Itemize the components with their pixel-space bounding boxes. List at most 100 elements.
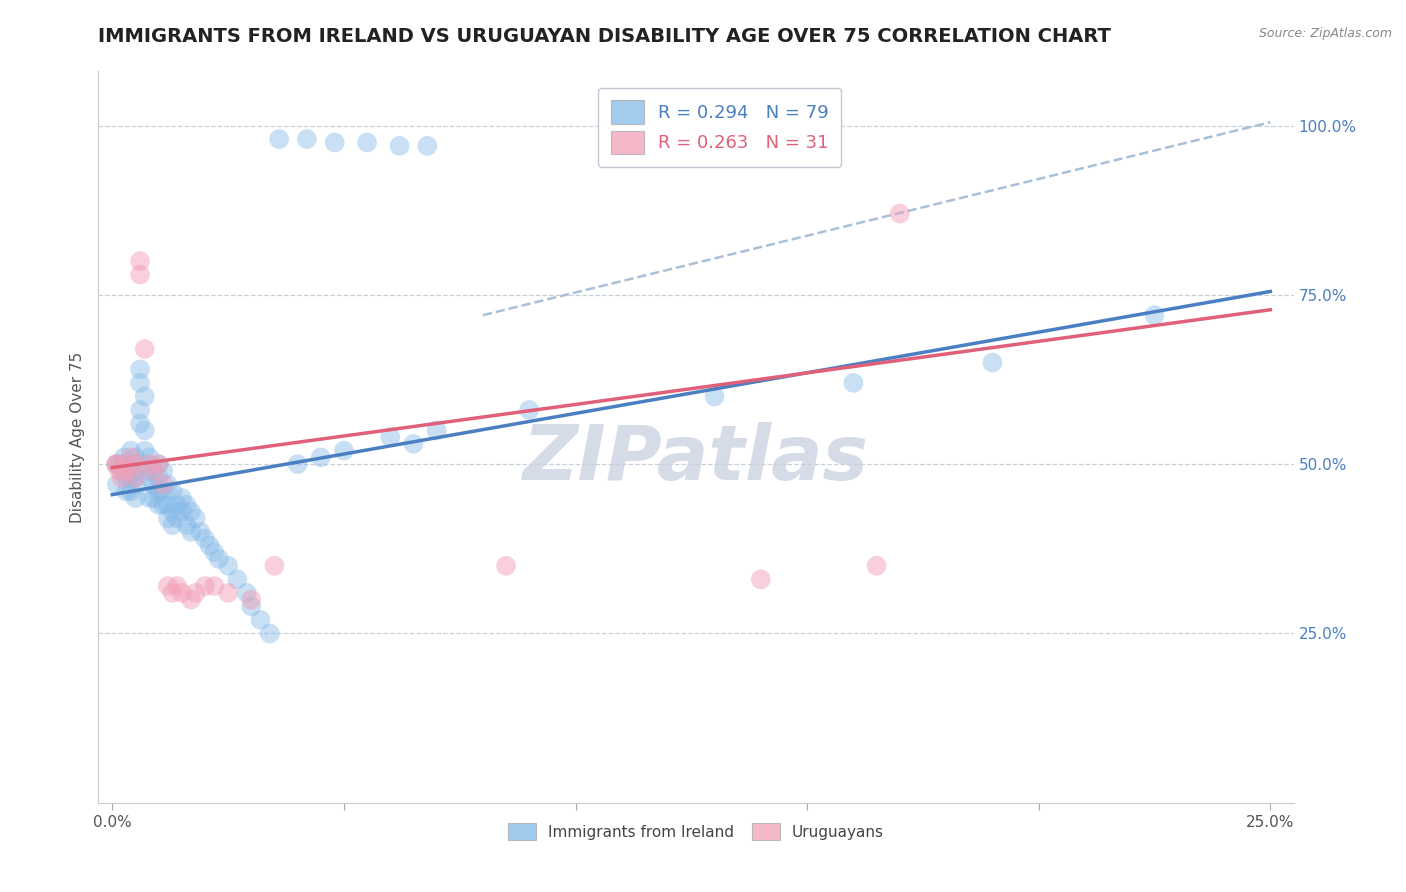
Point xyxy=(115,464,138,478)
Point xyxy=(495,558,517,573)
Point xyxy=(134,457,156,471)
Point xyxy=(208,552,231,566)
Point xyxy=(120,450,142,465)
Point xyxy=(202,579,225,593)
Point xyxy=(156,498,179,512)
Point xyxy=(380,430,402,444)
Point xyxy=(180,592,202,607)
Point xyxy=(981,355,1004,369)
Point xyxy=(138,471,160,485)
Point xyxy=(124,471,146,485)
Point xyxy=(259,626,281,640)
Point xyxy=(115,457,138,471)
Point xyxy=(124,450,146,465)
Point xyxy=(249,613,271,627)
Point xyxy=(188,524,211,539)
Point xyxy=(356,136,378,150)
Point xyxy=(156,579,179,593)
Point xyxy=(134,342,156,356)
Point xyxy=(124,464,146,478)
Point xyxy=(426,423,449,437)
Point xyxy=(333,443,356,458)
Point xyxy=(138,491,160,505)
Point xyxy=(110,457,132,471)
Point xyxy=(105,457,128,471)
Point xyxy=(105,457,128,471)
Point xyxy=(129,376,152,390)
Point xyxy=(240,599,263,614)
Text: ZIPatlas: ZIPatlas xyxy=(523,422,869,496)
Point xyxy=(138,450,160,465)
Point xyxy=(129,254,152,268)
Point xyxy=(143,464,166,478)
Point xyxy=(194,532,217,546)
Point xyxy=(105,457,128,471)
Point xyxy=(287,457,309,471)
Point xyxy=(152,498,174,512)
Point xyxy=(115,471,138,485)
Point xyxy=(226,572,249,586)
Y-axis label: Disability Age Over 75: Disability Age Over 75 xyxy=(69,351,84,523)
Point xyxy=(156,477,179,491)
Point xyxy=(166,498,188,512)
Point xyxy=(120,471,142,485)
Point xyxy=(217,558,239,573)
Point xyxy=(156,511,179,525)
Point xyxy=(170,491,193,505)
Point xyxy=(148,457,170,471)
Point xyxy=(703,389,725,403)
Point xyxy=(162,505,184,519)
Point xyxy=(176,518,198,533)
Point xyxy=(129,362,152,376)
Legend: Immigrants from Ireland, Uruguayans: Immigrants from Ireland, Uruguayans xyxy=(502,816,890,847)
Point xyxy=(148,457,170,471)
Point xyxy=(388,139,411,153)
Point xyxy=(115,484,138,499)
Point xyxy=(198,538,221,552)
Point xyxy=(166,511,188,525)
Point xyxy=(749,572,772,586)
Point xyxy=(309,450,332,465)
Point xyxy=(124,457,146,471)
Point xyxy=(1143,308,1166,322)
Point xyxy=(170,505,193,519)
Point xyxy=(129,403,152,417)
Point xyxy=(194,579,217,593)
Point xyxy=(166,579,188,593)
Point xyxy=(124,477,146,491)
Point xyxy=(143,464,166,478)
Point xyxy=(217,586,239,600)
Point xyxy=(517,403,540,417)
Point xyxy=(129,268,152,282)
Point xyxy=(263,558,285,573)
Point xyxy=(152,477,174,491)
Point xyxy=(202,545,225,559)
Point xyxy=(162,586,184,600)
Point xyxy=(184,511,207,525)
Point xyxy=(120,457,142,471)
Point xyxy=(842,376,865,390)
Point xyxy=(184,586,207,600)
Point xyxy=(148,498,170,512)
Point xyxy=(134,423,156,437)
Point xyxy=(162,484,184,499)
Point xyxy=(115,464,138,478)
Point xyxy=(180,524,202,539)
Point xyxy=(134,389,156,403)
Text: IMMIGRANTS FROM IRELAND VS URUGUAYAN DISABILITY AGE OVER 75 CORRELATION CHART: IMMIGRANTS FROM IRELAND VS URUGUAYAN DIS… xyxy=(98,27,1111,45)
Point xyxy=(865,558,887,573)
Point xyxy=(240,592,263,607)
Point xyxy=(889,206,911,220)
Point xyxy=(148,484,170,499)
Point xyxy=(129,417,152,431)
Point xyxy=(110,464,132,478)
Point xyxy=(120,443,142,458)
Point xyxy=(323,136,346,150)
Point xyxy=(115,457,138,471)
Point xyxy=(120,484,142,499)
Point xyxy=(134,443,156,458)
Point xyxy=(267,132,290,146)
Point xyxy=(180,505,202,519)
Point xyxy=(112,450,135,465)
Point xyxy=(152,464,174,478)
